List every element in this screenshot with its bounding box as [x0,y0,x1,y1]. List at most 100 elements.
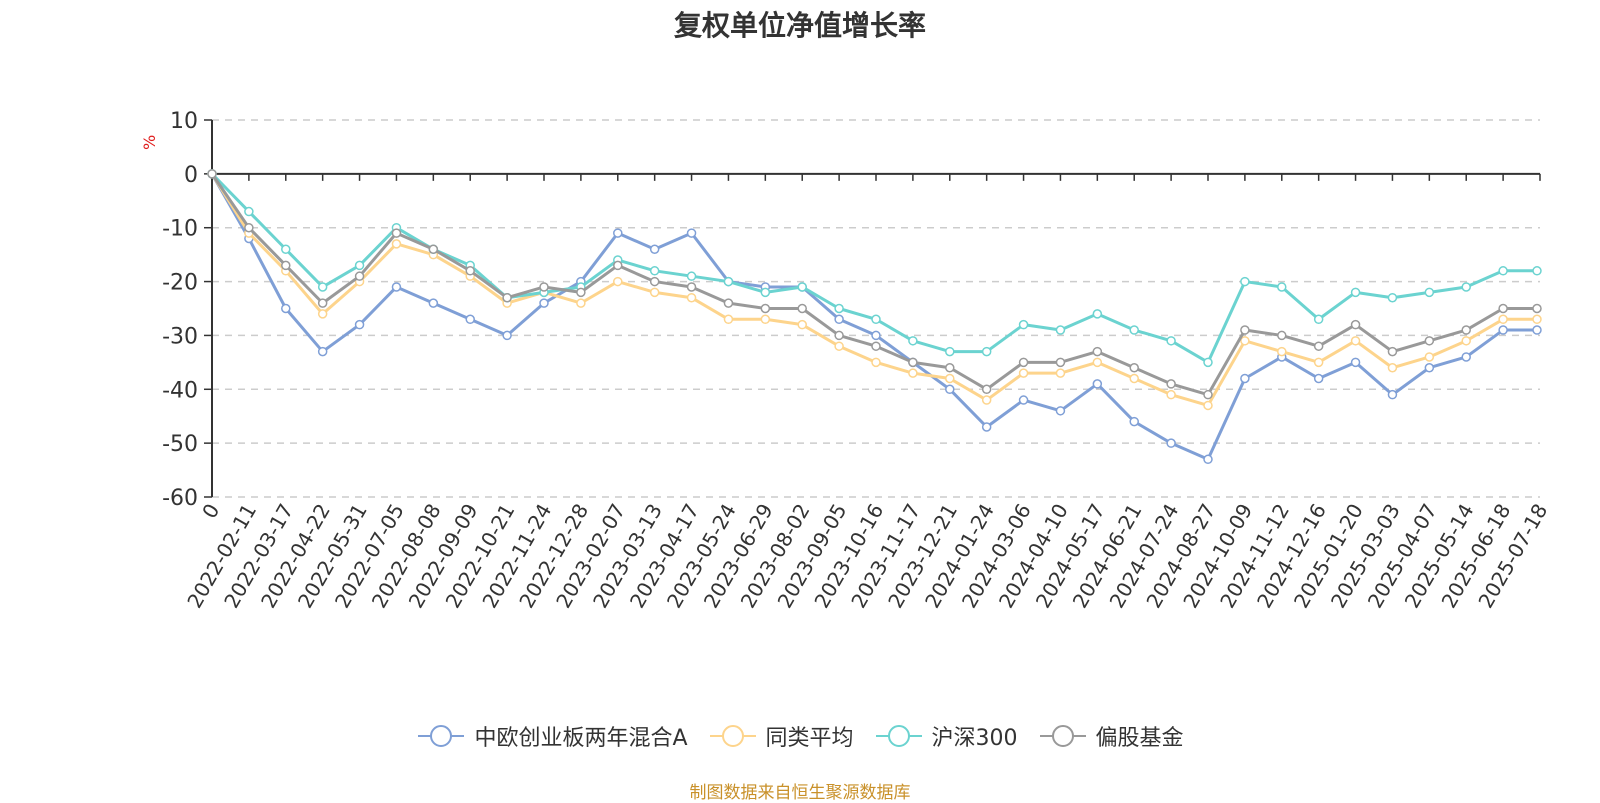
data-point[interactable] [1313,357,1324,368]
data-point[interactable] [945,362,955,373]
data-point[interactable] [1018,395,1029,405]
data-point[interactable] [908,357,918,368]
data-point[interactable] [723,298,734,308]
data-point[interactable] [871,314,881,325]
data-point[interactable] [354,260,365,271]
legend-item[interactable]: 偏股基金 [1038,720,1184,752]
data-point[interactable] [981,395,992,405]
data-point[interactable] [613,228,623,238]
data-point[interactable] [317,298,328,308]
data-point[interactable] [1018,319,1029,330]
data-point[interactable] [797,303,807,314]
data-point[interactable] [317,309,328,319]
data-point[interactable] [539,298,549,308]
data-point[interactable] [871,341,881,351]
legend-item[interactable]: 沪深300 [874,720,1018,752]
data-point[interactable] [945,373,955,384]
data-point[interactable] [797,282,807,292]
data-point[interactable] [1532,314,1542,325]
data-point[interactable] [502,292,512,303]
data-point[interactable] [1461,336,1471,346]
data-point[interactable] [1461,325,1471,335]
data-point[interactable] [834,341,844,351]
data-point[interactable] [1424,287,1435,298]
data-point[interactable] [1313,373,1324,384]
data-point[interactable] [391,228,402,238]
data-point[interactable] [1166,379,1176,389]
data-point[interactable] [613,260,623,271]
data-point[interactable] [1387,362,1398,373]
data-point[interactable] [981,346,992,357]
data-point[interactable] [760,314,771,325]
data-point[interactable] [1018,368,1029,378]
data-point[interactable] [1018,357,1029,368]
data-point[interactable] [207,169,217,179]
data-point[interactable] [686,271,697,281]
data-point[interactable] [1424,336,1435,346]
data-point[interactable] [428,244,439,255]
data-point[interactable] [244,222,254,233]
data-point[interactable] [871,330,881,341]
data-point[interactable] [686,282,697,292]
legend-item[interactable]: 中欧创业板两年混合A [416,720,688,752]
data-point[interactable] [1092,357,1103,368]
data-point[interactable] [391,282,402,292]
data-point[interactable] [1387,292,1398,303]
data-point[interactable] [1277,346,1287,357]
data-point[interactable] [1203,357,1213,368]
data-point[interactable] [649,244,660,255]
data-point[interactable] [1277,282,1287,292]
data-point[interactable] [1498,325,1508,335]
data-point[interactable] [354,271,365,281]
data-point[interactable] [649,266,660,276]
data-point[interactable] [1092,346,1103,357]
data-point[interactable] [539,282,549,292]
data-point[interactable] [281,260,291,271]
data-point[interactable] [1313,314,1324,325]
data-point[interactable] [760,287,771,298]
data-point[interactable] [1350,319,1361,330]
data-point[interactable] [1424,362,1435,373]
data-point[interactable] [1129,325,1139,335]
data-point[interactable] [1092,379,1103,389]
data-point[interactable] [1424,352,1435,362]
data-point[interactable] [1240,276,1250,287]
data-point[interactable] [428,298,439,308]
data-point[interactable] [317,282,328,292]
data-point[interactable] [465,314,475,325]
data-point[interactable] [1350,336,1361,346]
data-point[interactable] [1129,373,1139,384]
data-point[interactable] [834,314,844,325]
data-point[interactable] [281,244,291,255]
data-point[interactable] [945,346,955,357]
data-point[interactable] [1387,389,1398,400]
data-point[interactable] [1166,438,1176,448]
data-point[interactable] [723,276,734,287]
data-point[interactable] [391,239,402,249]
data-point[interactable] [1532,325,1542,335]
data-point[interactable] [1203,400,1213,411]
data-point[interactable] [576,287,586,298]
data-point[interactable] [244,206,254,217]
data-point[interactable] [1166,336,1176,346]
data-point[interactable] [281,303,291,314]
data-point[interactable] [981,384,992,395]
data-point[interactable] [1240,336,1250,346]
data-point[interactable] [1461,282,1471,292]
data-point[interactable] [1532,266,1542,276]
data-point[interactable] [1203,454,1213,465]
data-point[interactable] [1129,362,1139,373]
data-point[interactable] [945,384,955,395]
data-point[interactable] [576,298,586,308]
data-point[interactable] [1350,357,1361,368]
data-point[interactable] [1055,357,1066,368]
data-point[interactable] [1350,287,1361,298]
data-point[interactable] [834,330,844,341]
data-point[interactable] [834,303,844,314]
data-point[interactable] [1498,303,1508,314]
data-point[interactable] [613,276,623,287]
data-point[interactable] [908,336,918,346]
data-point[interactable] [1092,309,1103,319]
data-point[interactable] [1055,325,1066,335]
data-point[interactable] [1498,314,1508,325]
